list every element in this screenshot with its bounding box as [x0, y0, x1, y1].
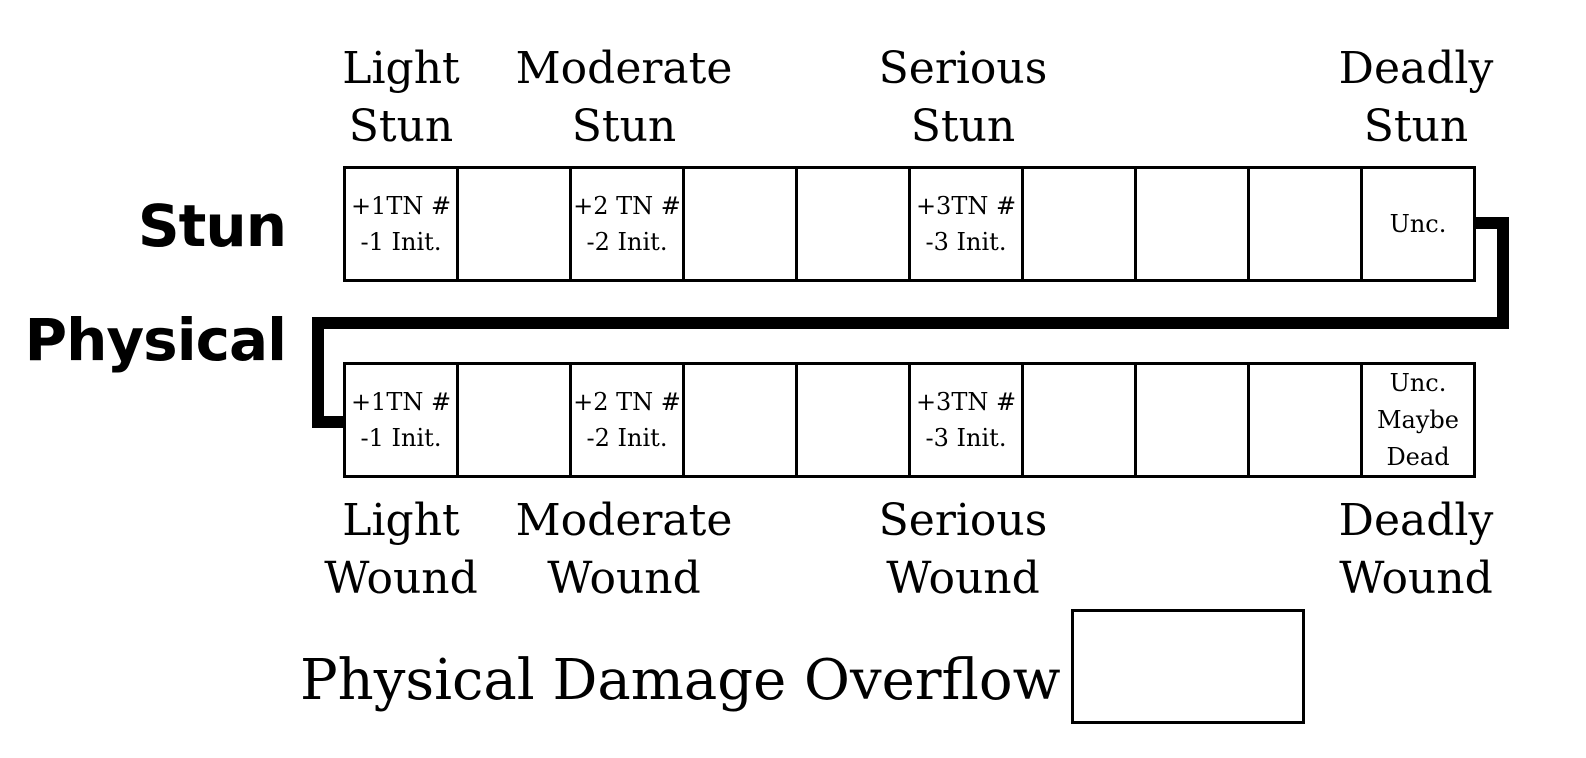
physical-level-moderate: Moderate Wound	[515, 495, 733, 604]
physical-box[interactable]: +1TN # -1 Init.	[346, 365, 459, 475]
physical-track: +1TN # -1 Init. +2 TN # -2 Init. +3TN # -3 …	[343, 362, 1476, 478]
physical-box[interactable]	[1024, 365, 1137, 475]
stun-box-unconscious[interactable]: Unc.	[1363, 169, 1476, 279]
connector-horizontal	[312, 317, 1509, 329]
physical-box[interactable]	[1250, 365, 1363, 475]
physical-row-title: Physical	[24, 306, 287, 374]
physical-box[interactable]: +2 TN # -2 Init.	[572, 365, 685, 475]
physical-box[interactable]: +3TN # -3 Init.	[911, 365, 1024, 475]
stun-box[interactable]	[459, 169, 572, 279]
stun-box[interactable]: +1TN # -1 Init.	[346, 169, 459, 279]
physical-box[interactable]	[685, 365, 798, 475]
stun-row-title: Stun	[137, 192, 287, 260]
stun-box[interactable]: +3TN # -3 Init.	[911, 169, 1024, 279]
stun-box[interactable]: +2 TN # -2 Init.	[572, 169, 685, 279]
stun-box[interactable]	[1137, 169, 1250, 279]
physical-level-deadly: Deadly Wound	[1338, 495, 1494, 604]
stun-track: +1TN # -1 Init. +2 TN # -2 Init. +3TN # -3 …	[343, 166, 1476, 282]
physical-level-serious: Serious Wound	[878, 495, 1048, 604]
stun-level-deadly: Deadly Stun	[1338, 43, 1494, 152]
stun-level-moderate: Moderate Stun	[515, 43, 733, 152]
stun-box[interactable]	[685, 169, 798, 279]
connector-right-vertical	[1497, 217, 1509, 329]
physical-box[interactable]	[798, 365, 911, 475]
stun-box[interactable]	[798, 169, 911, 279]
overflow-label: Physical Damage Overflow	[300, 648, 1061, 713]
physical-box-unconscious-maybe-dead[interactable]: Unc. Maybe Dead	[1363, 365, 1476, 475]
stun-box[interactable]	[1250, 169, 1363, 279]
overflow-box[interactable]	[1071, 609, 1305, 724]
physical-level-light: Light Wound	[324, 495, 478, 604]
physical-box[interactable]	[459, 365, 572, 475]
connector-left-vertical	[312, 317, 324, 428]
physical-box[interactable]	[1137, 365, 1250, 475]
stun-level-light: Light Stun	[342, 43, 460, 152]
stun-level-serious: Serious Stun	[878, 43, 1048, 152]
stun-box[interactable]	[1024, 169, 1137, 279]
connector-stub-bottom	[312, 416, 346, 428]
